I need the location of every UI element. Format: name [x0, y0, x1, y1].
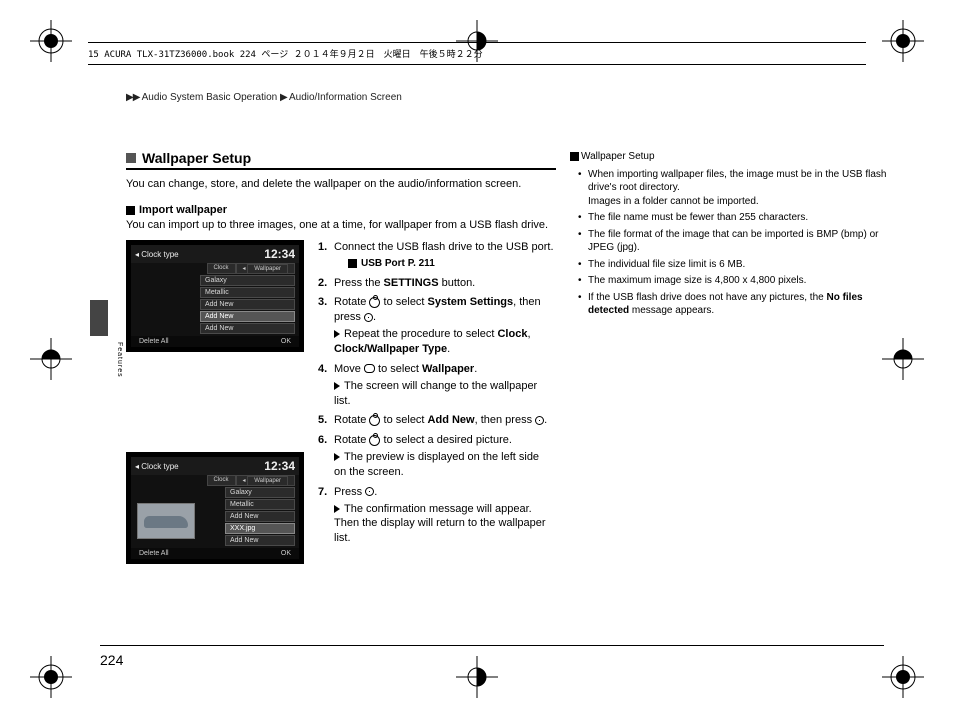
section-tab-label: Features: [116, 342, 123, 378]
breadcrumb: ▶▶ Audio System Basic Operation ▶ Audio/…: [126, 92, 402, 103]
step-sub: The preview is displayed on the left sid…: [334, 450, 554, 480]
breadcrumb-arrow: ▶: [280, 92, 287, 103]
triangle-icon: [334, 505, 340, 513]
note-item: The file name must be fewer than 255 cha…: [578, 211, 900, 225]
triangle-icon: [334, 330, 340, 338]
cropmark-icon: [882, 20, 924, 62]
rotate-dial-icon: [369, 415, 380, 426]
breadcrumb-part-2: Audio/Information Screen: [289, 92, 402, 103]
breadcrumb-part-1: Audio System Basic Operation: [142, 92, 278, 103]
step-2: Press the SETTINGS button.: [318, 276, 554, 291]
notes-title: Wallpaper Setup: [570, 150, 900, 164]
step-5: Rotate to select Add New, then press .: [318, 413, 554, 428]
tab-clock: Clock: [207, 263, 236, 274]
cropmark-icon: [30, 20, 72, 62]
step-3: Rotate to select System Settings, then p…: [318, 295, 554, 356]
page-rule: [100, 645, 884, 646]
tab-wallpaper: ◂ Wallpaper: [236, 475, 295, 486]
option-list: GalaxyMetallicAdd NewAdd NewAdd New: [200, 275, 295, 335]
notes-icon: [570, 152, 579, 161]
note-item: When importing wallpaper files, the imag…: [578, 168, 900, 209]
preview-image: [137, 503, 195, 539]
ok-label: OK: [281, 550, 291, 557]
cropmark-icon: [30, 656, 72, 698]
list-item: Add New: [200, 299, 295, 310]
back-label: ◂ Clock type: [135, 462, 179, 471]
note-item: The maximum image size is 4,800 x 4,800 …: [578, 274, 900, 288]
step-1: Connect the USB flash drive to the USB p…: [318, 240, 554, 270]
triangle-icon: [334, 453, 340, 461]
square-bullet-icon: [126, 153, 136, 163]
cropmark-icon: [456, 656, 498, 698]
delete-all-label: Delete All: [139, 338, 169, 345]
notes-list: When importing wallpaper files, the imag…: [570, 168, 900, 318]
list-item: Add New: [200, 323, 295, 334]
step-sub: Repeat the procedure to select Clock, Cl…: [334, 327, 554, 357]
triangle-icon: [334, 382, 340, 390]
list-item: Metallic: [200, 287, 295, 298]
page-number: 224: [100, 652, 123, 668]
note-item: The individual file size limit is 6 MB.: [578, 258, 900, 272]
breadcrumb-arrow: ▶▶: [126, 92, 139, 103]
note-item: The file format of the image that can be…: [578, 228, 900, 255]
subheading: Import wallpaper: [126, 204, 556, 216]
sub-intro-text: You can import up to three images, one a…: [126, 218, 556, 232]
cropmark-icon: [882, 656, 924, 698]
push-icon: [365, 487, 374, 496]
main-content: Features Wallpaper Setup You can change,…: [126, 150, 556, 564]
tab-clock: Clock: [207, 475, 236, 486]
step-4: Move to select Wallpaper. The screen wil…: [318, 362, 554, 409]
step-sub: The confirmation message will appear. Th…: [334, 502, 554, 547]
ui-screenshot-1: ◂ Clock type 12:34 Clock ◂ Wallpaper Gal…: [126, 240, 304, 352]
list-item: XXX.jpg: [225, 523, 295, 534]
procedure-steps: Connect the USB flash drive to the USB p…: [318, 240, 554, 564]
list-item: Galaxy: [225, 487, 295, 498]
list-item: Add New: [200, 311, 295, 322]
push-icon: [364, 313, 373, 322]
square-bullet-icon: [126, 206, 135, 215]
list-item: Galaxy: [200, 275, 295, 286]
step-6: Rotate to select a desired picture. The …: [318, 433, 554, 480]
back-label: ◂ Clock type: [135, 250, 179, 259]
rotate-dial-icon: [369, 435, 380, 446]
intro-text: You can change, store, and delete the wa…: [126, 178, 556, 190]
rotate-dial-icon: [369, 297, 380, 308]
move-icon: [364, 364, 375, 373]
notes-column: Wallpaper Setup When importing wallpaper…: [570, 150, 900, 321]
section-title: Wallpaper Setup: [126, 150, 556, 170]
cropmark-icon: [30, 338, 72, 380]
step-7: Press . The confirmation message will ap…: [318, 485, 554, 546]
subheading-text: Import wallpaper: [139, 204, 227, 216]
section-tab: [90, 300, 108, 336]
list-item: Add New: [225, 511, 295, 522]
list-item: Metallic: [225, 499, 295, 510]
ok-label: OK: [281, 338, 291, 345]
clock-time: 12:34: [264, 459, 295, 473]
list-item: Add New: [225, 535, 295, 546]
option-list: GalaxyMetallicAdd NewXXX.jpgAdd New: [225, 487, 295, 547]
ui-screenshot-2: ◂ Clock type 12:34 Clock ◂ Wallpaper Gal…: [126, 452, 304, 564]
step-sub: The screen will change to the wallpaper …: [334, 379, 554, 409]
tab-wallpaper: ◂ Wallpaper: [236, 263, 295, 274]
header-strip: 15 ACURA TLX-31TZ36000.book 224 ページ ２０１４…: [88, 42, 866, 65]
push-icon: [535, 416, 544, 425]
screenshot-column: ◂ Clock type 12:34 Clock ◂ Wallpaper Gal…: [126, 240, 304, 564]
cross-reference: USB Port P. 211: [334, 257, 554, 271]
clock-time: 12:34: [264, 247, 295, 261]
xref-icon: [348, 259, 357, 268]
note-item: If the USB flash drive does not have any…: [578, 291, 900, 318]
delete-all-label: Delete All: [139, 550, 169, 557]
section-title-text: Wallpaper Setup: [142, 150, 251, 166]
